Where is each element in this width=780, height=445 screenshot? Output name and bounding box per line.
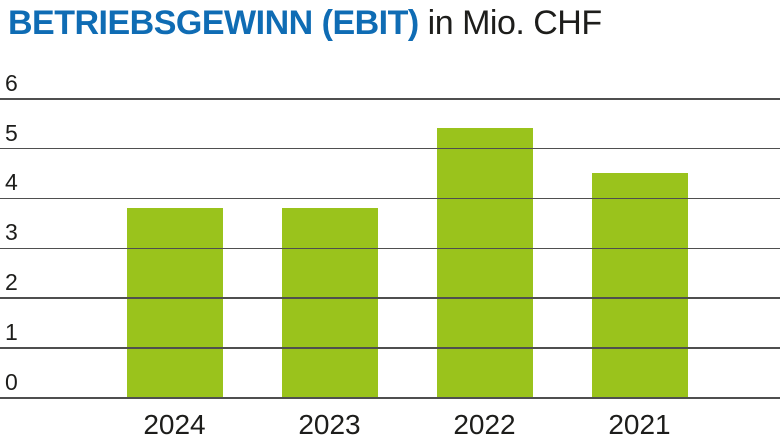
gridline-y3: [0, 247, 780, 249]
xtick-label-2024: 2024: [143, 409, 206, 440]
ytick-label-1: 1: [5, 318, 18, 345]
chart-title-unit: in Mio. CHF: [418, 4, 602, 42]
chart-title: BETRIEBSGEWINN (EBIT) in Mio. CHF: [8, 4, 602, 43]
bar-2024: [126, 207, 223, 397]
chart-title-accent: BETRIEBSGEWINN (EBIT): [8, 4, 419, 42]
xtick-label-2023: 2023: [298, 409, 361, 440]
ytick-label-2: 2: [5, 269, 18, 296]
bar-2021: [591, 172, 688, 397]
gridline-y2: [0, 297, 780, 299]
gridline-y6: [0, 98, 780, 100]
gridline-y0: [0, 397, 780, 399]
ytick-label-4: 4: [5, 169, 18, 196]
xtick-label-2022: 2022: [453, 409, 516, 440]
ytick-label-0: 0: [5, 368, 18, 395]
bar-chart-plot-area: 0 1 2 3 4 5 6 2024 2023 2022 2021: [0, 60, 780, 445]
bar-2023: [281, 207, 378, 397]
xtick-label-2021: 2021: [608, 409, 671, 440]
ytick-label-6: 6: [5, 69, 18, 96]
gridline-y5: [0, 147, 780, 150]
gridline-y1: [0, 347, 780, 349]
bar-2022: [436, 127, 533, 397]
ytick-label-3: 3: [5, 219, 18, 246]
ytick-label-5: 5: [5, 119, 18, 146]
gridline-y4: [0, 197, 780, 200]
